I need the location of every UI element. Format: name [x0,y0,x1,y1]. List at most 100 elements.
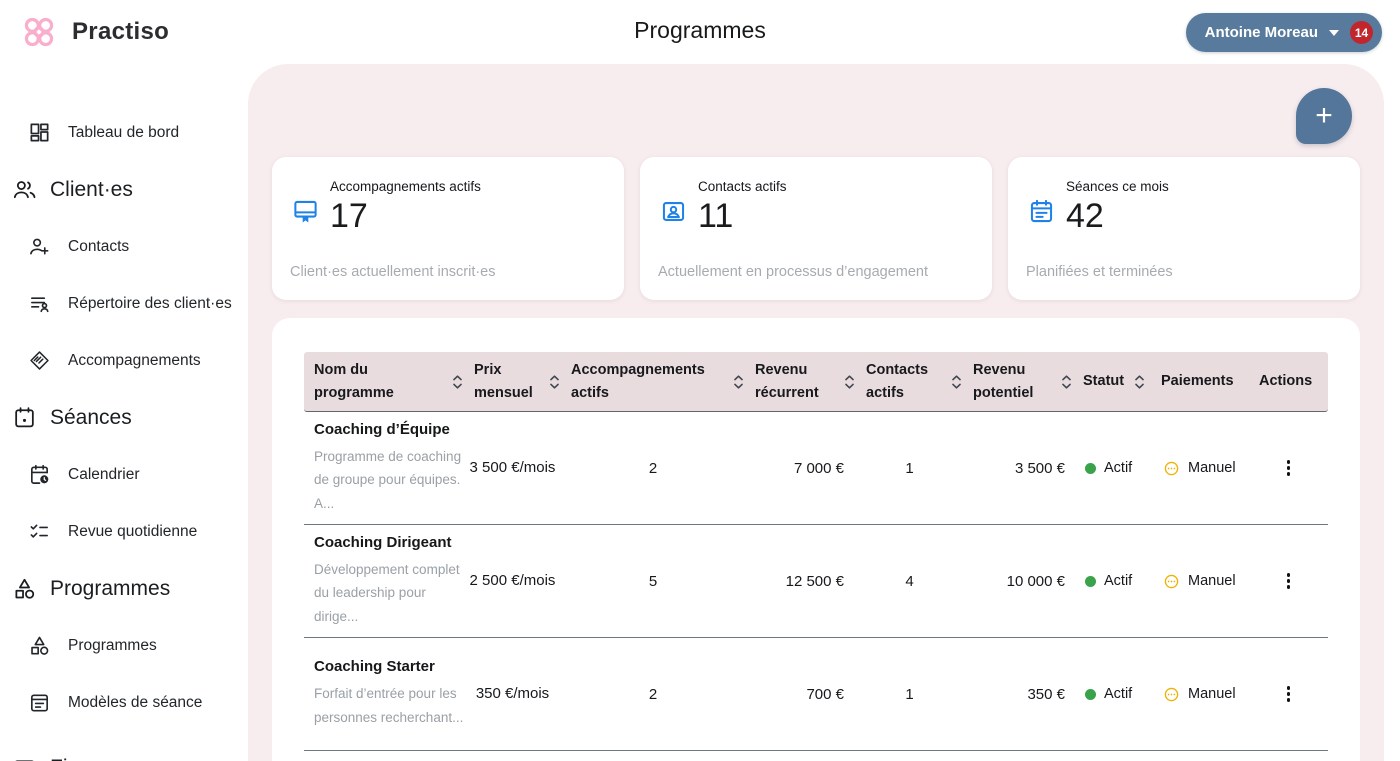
sidebar-item-tableau-de-bord[interactable]: Tableau de bord [0,104,248,161]
status-active-dot [1085,575,1096,587]
table-header-row: Nom du programme Prix mensuel Accompagne… [304,352,1328,412]
sort-icon[interactable] [732,374,745,390]
column-header-revenu-recurrent[interactable]: Revenu récurrent [745,359,856,404]
column-header-paiements: Paiements [1151,370,1249,392]
row-menu-button[interactable] [1281,567,1297,595]
stat-card-contacts-actifs: Contacts actifs 11 Actuellement en proce… [640,157,992,300]
payments-cell: Manuel [1151,686,1249,703]
payments-label: Manuel [1188,573,1236,589]
sidebar-item-repertoire[interactable]: Répertoire des client·es [0,275,248,332]
active-programs-cell: 2 [648,459,658,477]
column-header-contacts-actifs[interactable]: Contacts actifs [856,359,963,404]
stat-label: Séances ce mois [1066,179,1169,194]
sort-icon[interactable] [548,374,561,390]
column-label: Statut [1083,373,1125,390]
recurring-revenue-cell: 7 000 € [793,459,844,477]
status-cell: Actif [1073,573,1151,589]
sort-icon[interactable] [1133,374,1146,390]
sidebar-item-label: Accompagnements [68,351,201,369]
sidebar-item-modeles-de-seance[interactable]: Modèles de séance [0,674,248,731]
main-content: + Accompagnements actifs 17 Client·es ac… [248,64,1384,761]
row-menu-button[interactable] [1281,680,1297,708]
column-header-nom-du-programme[interactable]: Nom du programme [304,359,464,404]
column-label: Actions [1259,373,1313,390]
template-icon [28,691,51,714]
column-label: Accompagnements actifs [571,362,705,401]
program-name: Coaching Dirigeant [314,533,452,551]
calendar-icon [12,405,37,430]
sidebar-section-label: Client·es [50,177,133,201]
pending-icon [1164,574,1179,588]
sidebar-item-contacts[interactable]: Contacts [0,218,248,275]
recurring-revenue-cell: 700 € [806,685,844,703]
sidebar-item-label: Revue quotidienne [68,522,198,540]
sidebar-section-label: Finances [50,756,135,761]
row-menu-button[interactable] [1281,454,1297,482]
sidebar-item-accompagnements[interactable]: Accompagnements [0,332,248,389]
stat-cards: Accompagnements actifs 17 Client·es actu… [272,157,1360,300]
stat-label: Accompagnements actifs [330,179,481,194]
table-row[interactable]: Coaching Dirigeant Développement complet… [304,525,1328,638]
column-header-actions: Actions [1249,370,1328,392]
topbar: Practiso Programmes Antoine Moreau 14 [0,0,1400,64]
sidebar-section-label: Programmes [50,576,171,600]
dashboard-icon [28,121,51,144]
stat-subtitle: Planifiées et terminées [1026,264,1173,280]
actions-cell [1249,680,1328,708]
stat-value: 17 [330,197,368,235]
potential-revenue-cell: 350 € [1027,685,1065,703]
stat-value: 42 [1066,197,1104,235]
sidebar-item-revue-quotidienne[interactable]: Revue quotidienne [0,503,248,560]
program-description: Forfait d’entrée pour les personnes rech… [314,686,464,725]
app-logo[interactable]: Practiso [20,13,169,51]
program-name-cell: Coaching Dirigeant Développement complet… [304,534,464,629]
active-contacts-cell: 4 [905,572,914,590]
sort-icon[interactable] [1060,374,1073,390]
chevron-down-icon [1329,29,1339,36]
stat-card-seances-ce-mois: Séances ce mois 42 Planifiées et terminé… [1008,157,1360,300]
programs-table-panel: Nom du programme Prix mensuel Accompagne… [272,318,1360,761]
sort-icon[interactable] [451,374,464,390]
potential-revenue-cell: 10 000 € [1006,572,1065,590]
column-label: Paiements [1161,373,1234,390]
column-label: Revenu potentiel [973,362,1034,401]
program-name: Coaching d’Équipe [314,420,450,438]
status-active-dot [1085,462,1096,474]
program-name: Coaching Starter [314,658,435,676]
column-label: Revenu récurrent [755,362,819,401]
table-body: Coaching d’Équipe Programme de coaching … [304,412,1328,751]
actions-cell [1249,454,1328,482]
add-program-button[interactable]: + [1296,88,1352,144]
sort-icon[interactable] [950,374,963,390]
column-header-accompagnements-actifs[interactable]: Accompagnements actifs [561,359,745,404]
program-description: Programme de coaching de groupe pour équ… [314,448,462,511]
column-header-statut[interactable]: Statut [1073,370,1151,392]
notification-badge: 14 [1350,21,1373,44]
stat-label: Contacts actifs [698,179,787,194]
active-programs-cell: 5 [648,572,658,590]
directory-icon [28,292,51,315]
status-badge: Actif [1104,686,1133,702]
payments-cell: Manuel [1151,460,1249,477]
sidebar-item-programmes[interactable]: Programmes [0,617,248,674]
sidebar-section-seances[interactable]: Séances [0,389,248,446]
sidebar-item-label: Contacts [68,237,130,255]
sidebar-section-clientes[interactable]: Client·es [0,161,248,218]
table-row[interactable]: Coaching d’Équipe Programme de coaching … [304,412,1328,525]
contact-badge-icon [660,198,687,225]
active-contacts-cell: 1 [905,459,914,477]
price-cell: 350 €/mois [475,685,550,702]
sidebar-section-programmes[interactable]: Programmes [0,560,248,617]
column-header-prix-mensuel[interactable]: Prix mensuel [464,359,561,404]
sidebar-item-calendrier[interactable]: Calendrier [0,446,248,503]
column-header-revenu-potentiel[interactable]: Revenu potentiel [963,359,1073,404]
user-menu-button[interactable]: Antoine Moreau 14 [1185,13,1382,52]
shapes-icon [28,634,51,657]
table-row[interactable]: Coaching Starter Forfait d’entrée pour l… [304,638,1328,751]
active-contacts-cell: 1 [905,685,914,703]
sidebar-section-finances[interactable]: Finances [0,739,248,761]
sort-icon[interactable] [843,374,856,390]
active-programs-cell: 2 [648,685,658,703]
status-badge: Actif [1104,460,1133,476]
stat-card-accompagnements-actifs: Accompagnements actifs 17 Client·es actu… [272,157,624,300]
